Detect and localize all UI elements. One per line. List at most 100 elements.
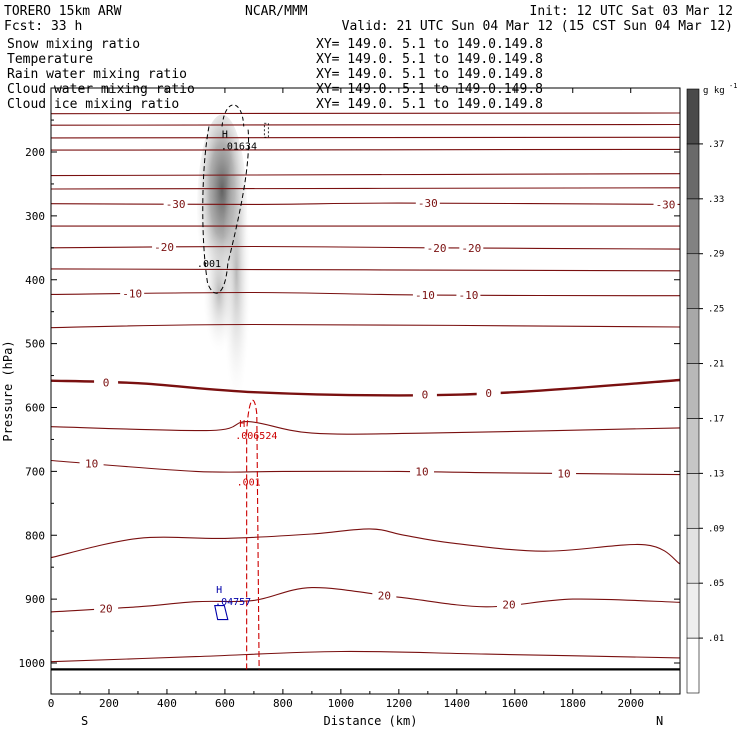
colorbar-tick-label: .29 — [708, 250, 724, 260]
isotherm-label-bg — [496, 598, 521, 611]
x-axis: 0 200 400 600 800 1000 1200 1400 1600 1800 2000 — [48, 88, 661, 710]
colorbar-tick-label: .13 — [708, 469, 724, 479]
isotherm-label: 10 — [415, 466, 428, 479]
y-tick-label: 800 — [25, 529, 45, 542]
isotherm-label-bg — [476, 386, 501, 399]
x-tick-label: 0 — [48, 697, 55, 710]
isotherm-10 — [50, 459, 681, 476]
y-tick-label: 200 — [25, 146, 45, 159]
x-axis-title: Distance (km) — [324, 714, 418, 728]
field-xy: XY= 149.0. 5.1 to 149.0.149.8 — [316, 37, 543, 52]
isotherm-m60 — [50, 112, 681, 115]
colorbar-tick-label: .01 — [708, 634, 724, 644]
colorbar-swatch — [686, 198, 700, 255]
x-tick-label: 400 — [157, 697, 177, 710]
model-title: TORERO 15km ARW — [4, 4, 122, 19]
y-tick-label: 400 — [25, 274, 45, 287]
isotherm-label-bg — [552, 467, 577, 480]
cloud-water-maximum-value: .04757 — [215, 597, 251, 608]
x-tick-label: 200 — [99, 697, 119, 710]
temperature-labels: -30 -30 -30 -20 -20 -20 -10 -10 -10 0 0 0 10 10 10 20 20… — [79, 197, 678, 616]
colorbar-swatch — [686, 527, 700, 584]
valid-time: Valid: 21 UTC Sun 04 Mar 12 (15 CST Sun … — [342, 19, 733, 34]
rain-maximum-value: .006524 — [235, 431, 277, 442]
y-tick-label: 600 — [25, 402, 45, 415]
isotherm-label: -30 — [418, 197, 438, 210]
isotherm-label-bg — [120, 287, 145, 300]
isotherm-label: 0 — [422, 389, 429, 402]
isotherm-label: -20 — [154, 241, 174, 254]
isotherm-label-bg — [94, 602, 119, 615]
isotherm-label-bg — [415, 197, 440, 210]
isotherm-25 — [50, 650, 681, 663]
snow-maximum-value: .01634 — [221, 141, 257, 152]
isotherm-label: -10 — [415, 289, 435, 302]
x-tick-label: 2000 — [617, 697, 644, 710]
isotherm-label-bg — [456, 289, 481, 302]
isotherm-label: -10 — [122, 288, 142, 301]
isotherm-label-bg — [412, 388, 437, 401]
isotherm-label-bg — [410, 465, 435, 478]
isotherm-label-bg — [653, 198, 678, 211]
x-tick-label: 1600 — [502, 697, 529, 710]
isotherm-m20 — [50, 245, 681, 250]
field-name: Cloud water mixing ratio — [7, 82, 195, 97]
y-tick-label: 700 — [25, 465, 45, 478]
colorbar-tick-label: .17 — [708, 414, 724, 424]
isotherm-m50 — [50, 136, 681, 139]
isotherm-label-bg — [163, 198, 188, 211]
isotherm-m15 — [50, 268, 681, 272]
isotherm-15 — [50, 528, 681, 565]
isotherm-label: -30 — [166, 198, 186, 211]
field-name: Rain water mixing ratio — [7, 67, 187, 82]
y-tick-label: 900 — [25, 593, 45, 606]
isotherm-label: -20 — [427, 242, 447, 255]
cloud-ice-contour — [202, 126, 250, 294]
x-tick-label: 1000 — [328, 697, 355, 710]
south-end-label: S — [81, 714, 88, 728]
snow-maximum-marker: H — [222, 129, 228, 140]
colorbar-tick-label: .05 — [708, 579, 724, 589]
rain-contour — [246, 399, 260, 670]
y-tick-label: 500 — [25, 338, 45, 351]
isotherm-label: 0 — [103, 376, 110, 389]
isotherm-20 — [50, 587, 681, 613]
rain-contour-label: .001 — [237, 477, 261, 488]
x-tick-label: 1400 — [444, 697, 471, 710]
isotherm-0 — [50, 378, 681, 397]
cloud-ice-cap — [221, 104, 245, 127]
x-tick-label: 800 — [273, 697, 293, 710]
colorbar-swatch — [686, 582, 700, 639]
field-xy: XY= 149.0. 5.1 to 149.0.149.8 — [316, 67, 543, 82]
isotherm-label: 0 — [485, 387, 492, 400]
isotherm-5 — [50, 421, 681, 435]
isotherm-label-bg — [94, 376, 119, 389]
colorbar-tick-label: .33 — [708, 195, 724, 205]
colorbar-tick-label: .37 — [708, 140, 724, 150]
plot-frame — [50, 87, 681, 695]
isotherm-label-bg — [152, 241, 177, 254]
isotherm-label-bg — [424, 241, 449, 254]
colorbar-swatch — [686, 637, 700, 694]
colorbar-unit: g kg -1 — [703, 82, 737, 96]
isotherm-label-bg — [459, 242, 484, 255]
colorbar-tick-label: .25 — [708, 305, 724, 315]
field-name: Cloud ice mixing ratio — [7, 97, 179, 112]
isotherm-label: -10 — [458, 289, 478, 302]
colorbar-unit-exponent: -1 — [729, 82, 737, 90]
x-tick-label: 1200 — [386, 697, 413, 710]
isotherm-label: -20 — [461, 242, 481, 255]
snow-tail — [222, 143, 251, 404]
isotherm-m45 — [50, 148, 681, 151]
x-tick-label: 600 — [215, 697, 235, 710]
field-legend: Snow mixing ratio XY= 149.0. 5.1 to 149.… — [7, 37, 543, 112]
isotherm-m10 — [50, 291, 681, 297]
field-name: Snow mixing ratio — [7, 37, 140, 52]
colorbar-swatch — [686, 88, 700, 145]
colorbar-swatch — [686, 473, 700, 529]
cloud-ice-fragment — [263, 122, 269, 138]
isotherm-label: 20 — [378, 590, 391, 603]
field-xy: XY= 149.0. 5.1 to 149.0.149.8 — [316, 97, 543, 112]
